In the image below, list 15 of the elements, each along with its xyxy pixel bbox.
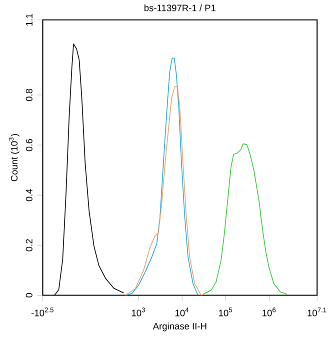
x-tick-label: -10$^{2.5}$ xyxy=(32,308,54,316)
x-tick-label: 10$^{5}$ xyxy=(219,308,232,316)
y-tick-label: 1.1 xyxy=(26,14,32,26)
y-tick-label: 0.6 xyxy=(26,139,32,152)
x-tick-label: 10$^{6}$ xyxy=(262,308,276,316)
y-tick-label: 0.2 xyxy=(26,239,32,252)
y-tick-label: 0.8 xyxy=(26,88,32,102)
x-tick-label: 10$^{7.1}$ xyxy=(308,308,326,316)
x-tick-label: 10$^{3}$ xyxy=(132,308,145,316)
x-axis-title: Arginase II-H xyxy=(152,322,206,332)
y-axis-title: Count (10$^{3}$) xyxy=(8,134,20,182)
y-tick-label: 0.4 xyxy=(26,188,32,202)
y-tick-label: 0 xyxy=(26,293,32,298)
chart-title: bs-11397R-1 / P1 xyxy=(144,4,216,12)
x-tick-label: 10$^{4}$ xyxy=(175,308,189,316)
